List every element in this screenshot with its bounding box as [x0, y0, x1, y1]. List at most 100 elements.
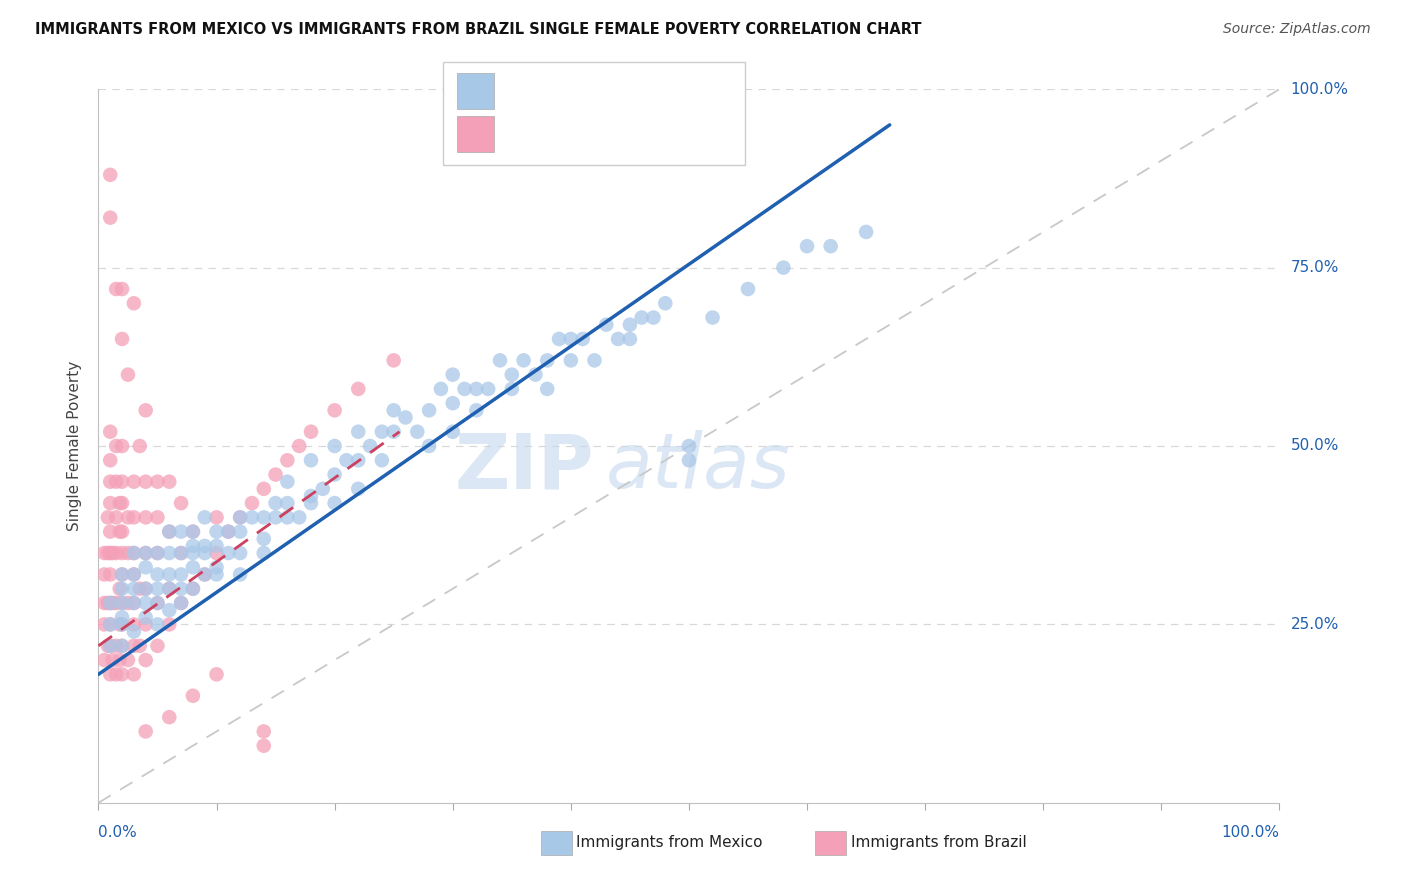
Point — [135, 617, 157, 632]
Point — [181, 539, 204, 553]
Point — [98, 524, 121, 539]
Point — [146, 546, 169, 560]
Point — [146, 582, 169, 596]
Point — [181, 582, 204, 596]
Point — [111, 546, 134, 560]
Point — [323, 496, 346, 510]
Point — [101, 653, 124, 667]
Point — [128, 439, 150, 453]
Point — [170, 546, 193, 560]
Point — [98, 567, 121, 582]
Text: 100.0%: 100.0% — [1291, 82, 1348, 96]
Point — [105, 667, 128, 681]
Point — [678, 439, 700, 453]
Point — [194, 567, 217, 582]
Point — [170, 596, 193, 610]
Point — [240, 510, 263, 524]
Point — [157, 524, 180, 539]
Point — [93, 596, 115, 610]
Point — [146, 617, 169, 632]
Point — [264, 496, 287, 510]
Point — [299, 425, 322, 439]
Point — [418, 403, 440, 417]
Point — [264, 467, 287, 482]
Point — [181, 524, 204, 539]
Point — [135, 510, 157, 524]
Point — [135, 653, 157, 667]
Point — [122, 546, 145, 560]
Point — [772, 260, 794, 275]
Point — [335, 453, 357, 467]
Point — [205, 567, 228, 582]
Point — [359, 439, 381, 453]
Point — [135, 582, 157, 596]
Point — [347, 482, 370, 496]
Point — [146, 510, 169, 524]
Point — [111, 475, 134, 489]
Point — [229, 524, 252, 539]
Point — [108, 524, 131, 539]
Point — [855, 225, 877, 239]
Point — [122, 617, 145, 632]
Text: 100.0%: 100.0% — [1222, 825, 1279, 840]
Point — [135, 610, 157, 624]
Point — [98, 453, 121, 467]
Point — [253, 739, 276, 753]
Point — [111, 582, 134, 596]
Point — [170, 596, 193, 610]
Point — [643, 310, 665, 325]
Point — [93, 653, 115, 667]
Point — [477, 382, 499, 396]
Point — [108, 653, 131, 667]
Point — [98, 617, 121, 632]
Point — [157, 475, 180, 489]
Point — [205, 524, 228, 539]
Point — [465, 403, 488, 417]
Text: IMMIGRANTS FROM MEXICO VS IMMIGRANTS FROM BRAZIL SINGLE FEMALE POVERTY CORRELATI: IMMIGRANTS FROM MEXICO VS IMMIGRANTS FRO… — [35, 22, 922, 37]
Point — [194, 567, 217, 582]
Point — [441, 425, 464, 439]
Point — [217, 524, 239, 539]
Point — [157, 582, 180, 596]
Point — [312, 482, 335, 496]
Point — [654, 296, 676, 310]
Point — [111, 617, 134, 632]
Point — [93, 617, 115, 632]
Point — [229, 567, 252, 582]
Point — [737, 282, 759, 296]
Point — [229, 510, 252, 524]
Point — [111, 596, 134, 610]
Point — [122, 639, 145, 653]
Point — [122, 475, 145, 489]
Point — [276, 475, 298, 489]
Point — [122, 567, 145, 582]
Point — [98, 596, 121, 610]
Point — [276, 453, 298, 467]
Point — [111, 610, 134, 624]
Point — [170, 567, 193, 582]
Point — [347, 425, 370, 439]
Text: 50.0%: 50.0% — [1291, 439, 1339, 453]
Point — [98, 667, 121, 681]
Point — [135, 596, 157, 610]
Point — [253, 724, 276, 739]
Point — [347, 453, 370, 467]
Point — [253, 510, 276, 524]
Point — [157, 582, 180, 596]
Point — [170, 582, 193, 596]
Point — [157, 603, 180, 617]
Point — [371, 453, 394, 467]
Point — [122, 596, 145, 610]
Point — [347, 382, 370, 396]
Point — [111, 617, 134, 632]
Point — [117, 546, 139, 560]
Point — [205, 510, 228, 524]
Text: R = 0.784    N = 118: R = 0.784 N = 118 — [502, 82, 689, 100]
Point — [117, 596, 139, 610]
Point — [105, 282, 128, 296]
Point — [135, 475, 157, 489]
Point — [619, 318, 641, 332]
Point — [536, 382, 558, 396]
Point — [323, 403, 346, 417]
Point — [595, 318, 617, 332]
